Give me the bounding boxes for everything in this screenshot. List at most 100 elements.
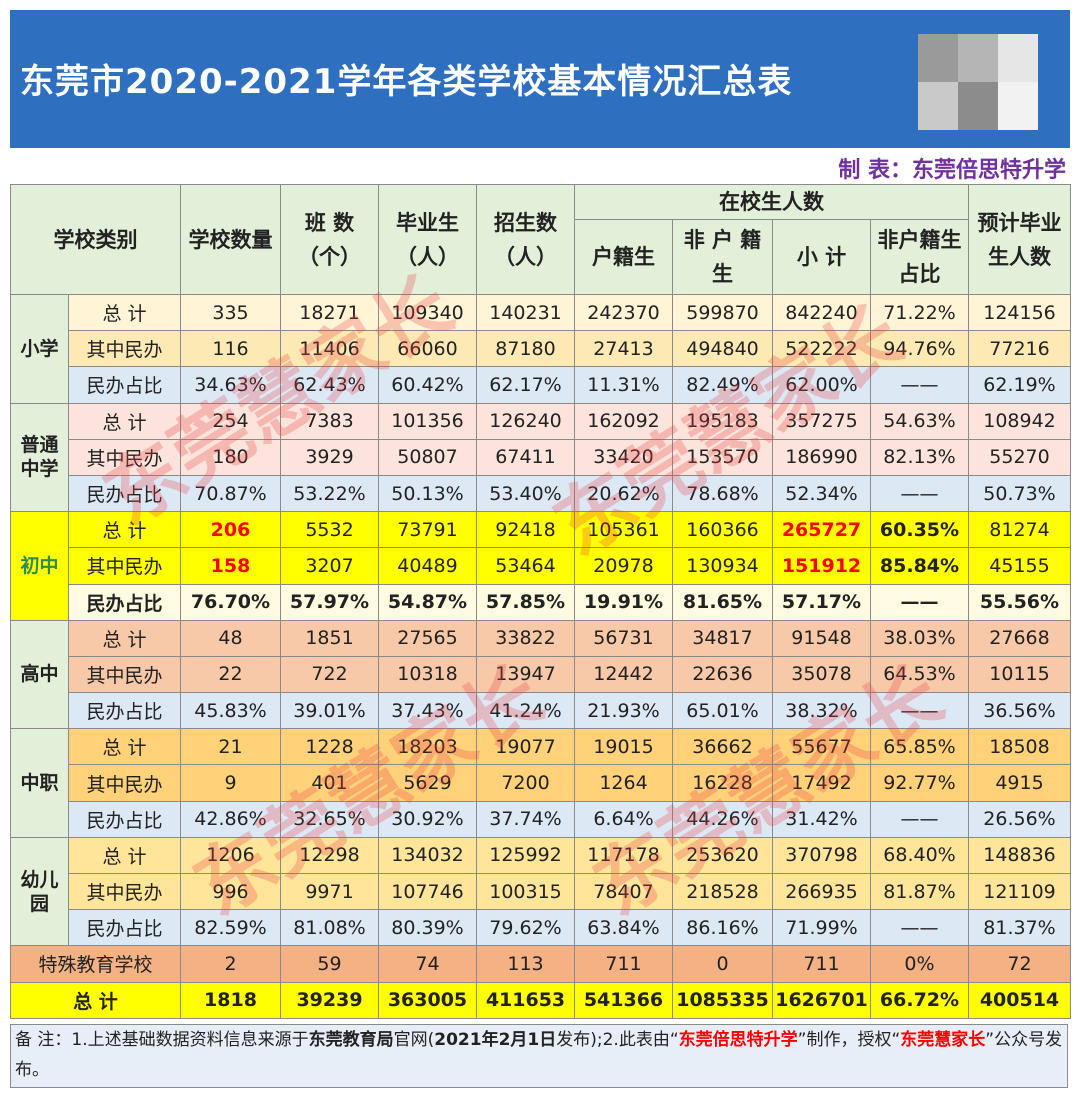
- value-cell: 37.43%: [378, 692, 477, 730]
- row-label: 总 计: [68, 836, 181, 875]
- note-part: ”制作，授权“: [797, 1030, 901, 1050]
- value-cell: 151912: [772, 547, 871, 585]
- table-row: 其中民办 180 3929 50807 67411 33420 153570 186990 82…: [11, 438, 1071, 476]
- value-cell: 1818: [180, 981, 281, 1019]
- value-cell: 56731: [574, 619, 673, 657]
- table-row: 幼儿园总 计 1206 12298 134032 125992 117178 253620 3…: [10, 836, 1071, 947]
- value-cell: 158: [180, 547, 281, 585]
- value-cell: ——: [870, 366, 969, 404]
- value-cell: 63.84%: [574, 909, 673, 947]
- value-cell: 109340: [378, 293, 477, 332]
- value-cell: 70.87%: [180, 474, 281, 513]
- value-cell: 32.65%: [280, 800, 379, 838]
- value-cell: 34.63%: [180, 366, 281, 404]
- value-cell: 522222: [772, 330, 871, 368]
- value-cell: 22: [180, 655, 281, 694]
- value-cell: 54.87%: [378, 583, 477, 621]
- value-cell: 79.62%: [476, 909, 575, 947]
- value-cell: 86.16%: [672, 909, 773, 947]
- note-source: 东莞教育局: [308, 1030, 394, 1050]
- value-cell: 9971: [280, 872, 379, 911]
- value-cell: 19015: [574, 728, 673, 766]
- value-cell: 85.84%: [870, 547, 969, 585]
- value-cell: 33822: [476, 619, 575, 657]
- value-cell: 45.83%: [180, 692, 281, 730]
- row-label: 其中民办: [68, 764, 181, 802]
- col-local: 户籍生: [574, 219, 673, 295]
- value-cell: 34817: [672, 619, 773, 657]
- value-cell: 195183: [672, 402, 773, 440]
- value-cell: 74: [378, 945, 477, 983]
- title-banner: 东莞市2020-2021学年各类学校基本情况汇总表: [10, 10, 1070, 148]
- row-label: 民办占比: [68, 909, 181, 947]
- col-category: 学校类别: [10, 184, 181, 295]
- value-cell: 186990: [772, 438, 871, 476]
- table-row: 其中民办 9 401 5629 7200 1264 16228 17492 92.77% 4915: [11, 764, 1071, 802]
- value-cell: 35078: [772, 655, 871, 694]
- value-cell: 153570: [672, 438, 773, 476]
- value-cell: 13947: [476, 655, 575, 694]
- note-authorized: 东莞慧家长: [900, 1030, 986, 1050]
- col-subtotal: 小 计: [772, 219, 871, 295]
- value-cell: 62.43%: [280, 366, 379, 404]
- value-cell: 101356: [378, 402, 477, 440]
- value-cell: 57.85%: [476, 583, 575, 621]
- value-cell: 11406: [280, 330, 379, 368]
- table-row: 民办占比 70.87% 53.22% 50.13% 53.40% 20.62% 78.68%…: [11, 474, 1071, 513]
- category-cell: 小学: [10, 294, 69, 404]
- value-cell: 140231: [476, 293, 575, 332]
- note-part: 备 注：1.上述基础数据资料信息来源于: [15, 1030, 309, 1050]
- value-cell: 10318: [378, 655, 477, 694]
- value-cell: 81.87%: [870, 872, 969, 911]
- value-cell: 62.00%: [772, 366, 871, 404]
- value-cell: 45155: [968, 547, 1071, 585]
- value-cell: 17492: [772, 764, 871, 802]
- page-frame: 东莞市2020-2021学年各类学校基本情况汇总表 制 表：东莞倍思特升学 学校…: [10, 10, 1071, 1090]
- value-cell: 711: [574, 945, 673, 983]
- value-cell: 266935: [772, 872, 871, 911]
- value-cell: 60.35%: [870, 511, 969, 549]
- value-cell: 400514: [968, 981, 1071, 1019]
- note-part: ”公众号发布。: [15, 1030, 1063, 1080]
- value-cell: 54.63%: [870, 402, 969, 440]
- special-label: 特殊教育学校: [10, 945, 181, 983]
- value-cell: 57.17%: [772, 583, 871, 621]
- row-label: 民办占比: [68, 474, 181, 513]
- row-label: 总 计: [68, 402, 181, 440]
- value-cell: 5532: [280, 511, 379, 549]
- category-cell: 幼儿园: [10, 836, 69, 947]
- value-cell: 124156: [968, 293, 1071, 332]
- value-cell: ——: [870, 692, 969, 730]
- category-cell: 中职: [10, 728, 69, 838]
- value-cell: 91548: [772, 619, 871, 657]
- value-cell: 19.91%: [574, 583, 673, 621]
- value-cell: 50.73%: [968, 474, 1071, 513]
- footnote: 备 注：1.上述基础数据资料信息来源于东莞教育局官网(2021年2月1日发布);…: [10, 1024, 1068, 1088]
- value-cell: 148836: [968, 836, 1071, 875]
- value-cell: 38.03%: [870, 619, 969, 657]
- value-cell: 6.64%: [574, 800, 673, 838]
- value-cell: ——: [870, 474, 969, 513]
- value-cell: 253620: [672, 836, 773, 875]
- row-label: 总 计: [68, 511, 181, 549]
- value-cell: 3207: [280, 547, 379, 585]
- value-cell: 27668: [968, 619, 1071, 657]
- value-cell: 57.97%: [280, 583, 379, 621]
- value-cell: 53464: [476, 547, 575, 585]
- row-label: 其中民办: [68, 438, 181, 476]
- value-cell: 19077: [476, 728, 575, 766]
- value-cell: 39.01%: [280, 692, 379, 730]
- value-cell: 357275: [772, 402, 871, 440]
- value-cell: 76.70%: [180, 583, 281, 621]
- row-label: 总 计: [68, 293, 181, 332]
- note-maker: 东莞倍思特升学: [678, 1030, 798, 1050]
- row-label: 其中民办: [68, 330, 181, 368]
- page-title: 东莞市2020-2021学年各类学校基本情况汇总表: [20, 62, 793, 102]
- value-cell: 37.74%: [476, 800, 575, 838]
- value-cell: 265727: [772, 511, 871, 549]
- value-cell: ——: [870, 583, 969, 621]
- value-cell: 87180: [476, 330, 575, 368]
- value-cell: 60.42%: [378, 366, 477, 404]
- value-cell: 53.40%: [476, 474, 575, 513]
- table-row: 民办占比 45.83% 39.01% 37.43% 41.24% 21.93% 65.01%…: [11, 692, 1071, 730]
